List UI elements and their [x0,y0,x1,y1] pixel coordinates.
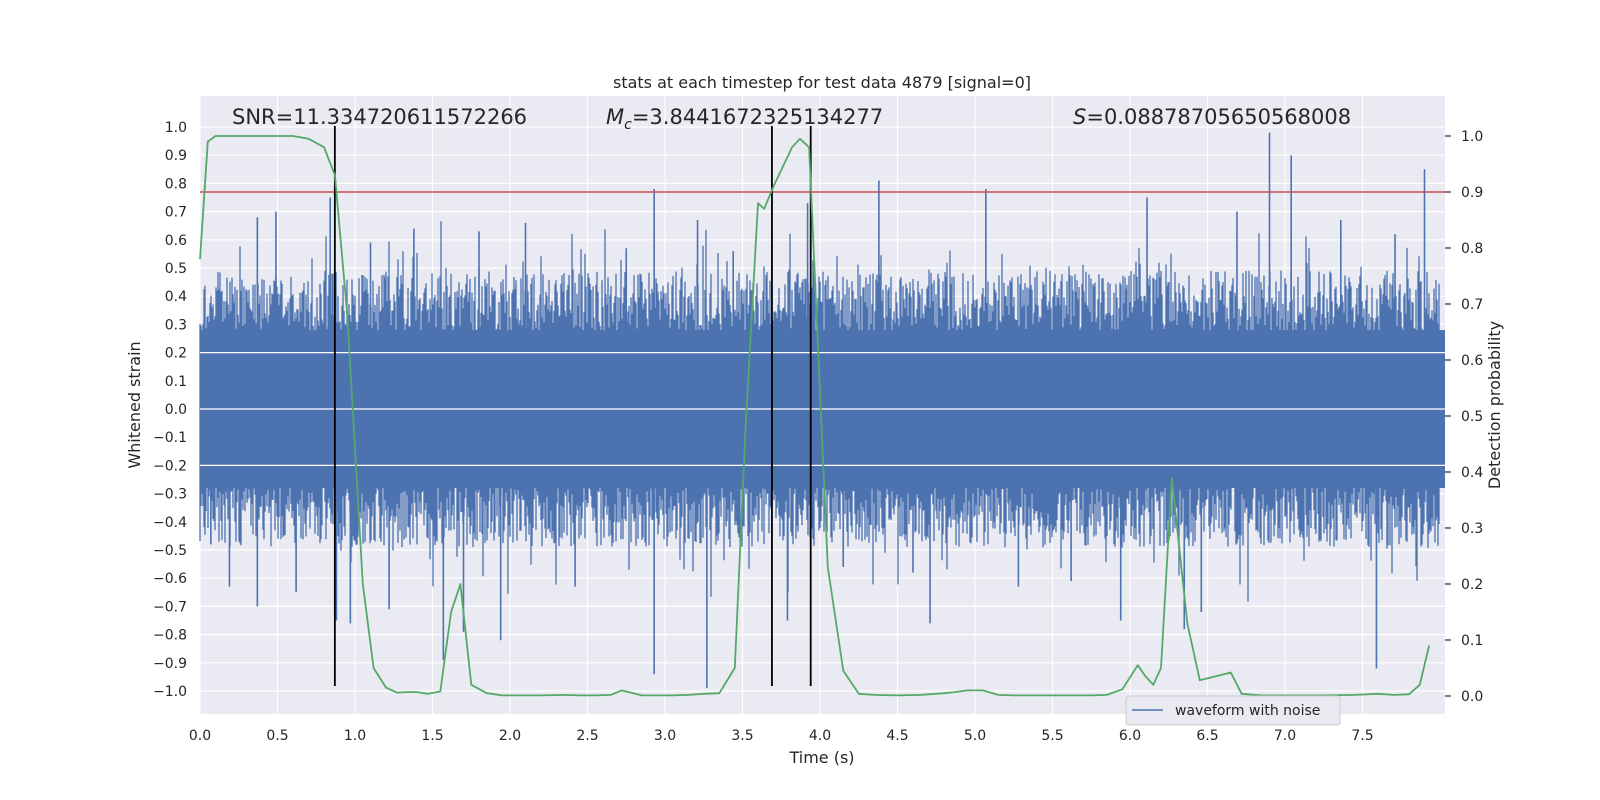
y2-tick-labels: 1.0 0.9 0.8 0.7 0.6 0.5 0.4 0.3 0.2 0.1 0.0 [1445,129,1483,705]
s-symbol: S [1073,105,1086,129]
y-tick-label: −1.0 [153,684,187,700]
y-tick-label: 0.0 [165,402,187,418]
y-tick-label: −0.6 [153,571,187,587]
x-tick-label: 7.5 [1351,728,1373,744]
x-tick-label: 4.5 [886,728,908,744]
y-tick-label: 0.8 [165,176,187,192]
y-tick-label: −0.4 [153,515,187,531]
mc-subscript: c [624,117,632,133]
mc-value: =3.8441672325134277 [632,105,883,129]
mc-annotation: Mc=3.8441672325134277 [606,105,883,133]
x-tick-label: 3.5 [731,728,753,744]
y-tick-label: −0.8 [153,628,187,644]
y-tick-label: −0.2 [153,458,187,474]
legend-label: waveform with noise [1175,703,1320,719]
x-tick-labels: 0.0 0.5 1.0 1.5 2.0 2.5 3.0 3.5 4.0 4.5 5.0 5.5 6.0 6… [189,728,1374,744]
y-tick-label: 0.6 [165,233,187,249]
y-axis-label: Whitened strain [125,341,144,468]
s-value: =0.08878705650568008 [1086,105,1351,129]
y2-tick-label: 0.9 [1461,185,1483,201]
x-tick-label: 4.0 [809,728,831,744]
event-lines [333,126,812,686]
legend-box [1125,695,1341,726]
legend: waveform with noise [1125,695,1341,726]
y2-tick-label: 0.5 [1461,409,1483,425]
mc-symbol: M [606,105,624,129]
y-tick-label: 0.4 [165,289,187,305]
x-tick-label: 3.0 [654,728,676,744]
y2-tick-label: 0.8 [1461,241,1483,257]
x-tick-label: 5.5 [1041,728,1063,744]
x-tick-label: 0.5 [266,728,288,744]
x-tick-label: 0.0 [189,728,211,744]
x-tick-label: 5.0 [964,728,986,744]
chart-title: stats at each timestep for test data 487… [613,73,1031,92]
x-tick-label: 2.5 [576,728,598,744]
y-tick-label: 0.5 [165,261,187,277]
x-axis-label: Time (s) [788,748,854,767]
y-tick-label: 0.3 [165,317,187,333]
y-tick-label: 1.0 [165,120,187,136]
y2-tick-label: 0.7 [1461,297,1483,313]
x-tick-label: 1.5 [421,728,443,744]
y2-axis-label: Detection probability [1485,321,1504,489]
y-tick-label: −0.7 [153,599,187,615]
y-tick-label: −0.3 [153,487,187,503]
probability-series [199,135,1430,697]
snr-annotation: SNR=11.334720611572266 [232,105,527,129]
y-tick-label: 0.1 [165,374,187,390]
y2-tick-label: 0.0 [1461,689,1483,705]
y-tick-label: 0.7 [165,205,187,221]
y2-tick-label: 0.2 [1461,577,1483,593]
y-tick-label: 0.2 [165,346,187,362]
s-annotation: S=0.08878705650568008 [1073,105,1351,129]
y2-tick-label: 1.0 [1461,129,1483,145]
x-tick-label: 6.0 [1119,728,1141,744]
y-tick-label: 0.9 [165,148,187,164]
y2-tick-label: 0.3 [1461,521,1483,537]
probability-curve [199,135,1430,697]
x-tick-label: 2.0 [499,728,521,744]
x-tick-label: 6.5 [1196,728,1218,744]
y-tick-label: −0.9 [153,656,187,672]
y2-tick-label: 0.1 [1461,633,1483,649]
y2-tick-label: 0.4 [1461,465,1483,481]
y2-tick-label: 0.6 [1461,353,1483,369]
y-tick-label: −0.1 [153,430,187,446]
y-tick-label: −0.5 [153,543,187,559]
x-tick-label: 1.0 [344,728,366,744]
x-tick-label: 7.0 [1274,728,1296,744]
y-tick-labels: 1.0 0.9 0.8 0.7 0.6 0.5 0.4 0.3 0.2 0.1 0.0 −0.1 −0.… [153,120,187,700]
